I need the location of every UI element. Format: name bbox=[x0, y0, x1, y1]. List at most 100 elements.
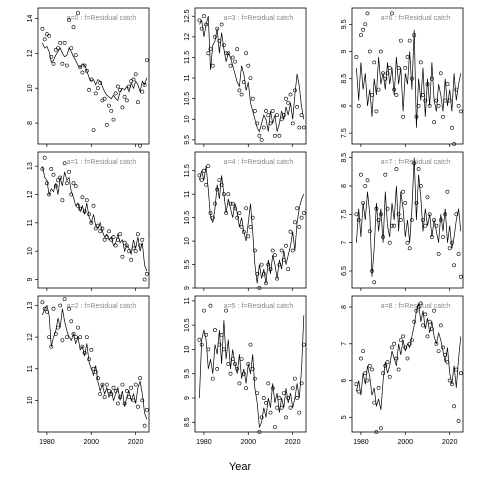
data-point bbox=[233, 206, 237, 211]
data-point bbox=[252, 248, 257, 253]
data-point bbox=[432, 218, 437, 222]
data-point bbox=[201, 308, 206, 313]
data-point bbox=[199, 178, 204, 183]
panel-0: a=0 : f=Residual catch 8 10 12 14 bbox=[27, 7, 150, 148]
data-point bbox=[235, 366, 240, 371]
data-point bbox=[133, 382, 138, 387]
data-point bbox=[226, 362, 231, 366]
data-point bbox=[113, 388, 118, 393]
data-point bbox=[62, 41, 67, 45]
data-point bbox=[356, 389, 361, 394]
data-point bbox=[135, 232, 140, 237]
data-point bbox=[215, 26, 220, 31]
data-point bbox=[432, 308, 437, 313]
y-tick-label: 9 bbox=[27, 277, 34, 281]
data-point bbox=[80, 344, 85, 349]
data-point bbox=[213, 201, 217, 206]
data-point bbox=[279, 405, 284, 410]
data-point bbox=[67, 169, 72, 174]
y-tick-label: 6.5 bbox=[341, 266, 348, 276]
data-point bbox=[82, 209, 87, 214]
data-point bbox=[219, 332, 224, 337]
data-point bbox=[255, 271, 260, 276]
data-point bbox=[250, 215, 255, 220]
panel-3: a=3 : f=Residual catch 9.5 10 10.5 11 11.5 12 1… bbox=[184, 7, 307, 147]
data-point bbox=[215, 187, 220, 192]
data-point bbox=[80, 195, 85, 200]
data-point bbox=[272, 425, 277, 430]
panel-label: a=3 : f=Residual catch bbox=[224, 15, 294, 22]
data-point bbox=[363, 22, 368, 27]
y-tick-label: 11 bbox=[27, 219, 34, 226]
data-point bbox=[215, 366, 220, 371]
data-point bbox=[135, 404, 140, 409]
data-point bbox=[423, 98, 428, 103]
data-point bbox=[392, 223, 397, 228]
data-point bbox=[396, 212, 401, 217]
data-point bbox=[367, 49, 372, 54]
y-tick-label: 9.5 bbox=[184, 369, 191, 379]
data-point bbox=[201, 14, 206, 19]
y-tick-label: 13 bbox=[27, 301, 34, 309]
data-point bbox=[221, 43, 226, 48]
panel-frame bbox=[351, 7, 464, 145]
data-point bbox=[416, 167, 421, 171]
data-point bbox=[416, 305, 421, 309]
data-point bbox=[230, 357, 235, 362]
data-point bbox=[358, 356, 363, 361]
data-point bbox=[354, 212, 359, 217]
data-point bbox=[436, 349, 441, 354]
data-point bbox=[204, 182, 209, 187]
data-point bbox=[398, 338, 403, 343]
data-point bbox=[409, 76, 414, 81]
data-point bbox=[381, 71, 386, 76]
data-point bbox=[40, 26, 45, 31]
data-point bbox=[226, 192, 231, 197]
data-point bbox=[84, 68, 89, 73]
data-point bbox=[230, 55, 235, 60]
data-point bbox=[354, 55, 359, 59]
data-point bbox=[405, 55, 410, 59]
data-point bbox=[261, 396, 266, 400]
data-point bbox=[228, 63, 233, 68]
data-point bbox=[434, 341, 439, 346]
data-point bbox=[279, 117, 284, 122]
data-point bbox=[133, 72, 138, 77]
data-point bbox=[56, 325, 60, 330]
data-point bbox=[452, 404, 457, 409]
data-point bbox=[427, 319, 432, 324]
data-point bbox=[69, 319, 74, 324]
data-point bbox=[197, 18, 202, 23]
data-point bbox=[363, 184, 368, 188]
data-point bbox=[370, 269, 374, 273]
data-point bbox=[107, 103, 111, 108]
data-point bbox=[427, 104, 432, 108]
data-point bbox=[204, 22, 209, 27]
data-point bbox=[47, 34, 52, 38]
data-point bbox=[438, 71, 443, 76]
data-point bbox=[100, 226, 105, 231]
data-point bbox=[140, 237, 145, 242]
data-point bbox=[414, 201, 419, 205]
data-point bbox=[425, 195, 430, 200]
data-point bbox=[120, 254, 125, 259]
panel-2: a=2 : f=Residual catch 10 11 12 13 1980 2000 20… bbox=[27, 295, 150, 446]
data-point bbox=[297, 225, 302, 229]
data-point bbox=[228, 201, 233, 206]
data-point bbox=[443, 98, 448, 103]
data-point bbox=[288, 229, 293, 234]
data-point bbox=[361, 349, 366, 354]
data-point bbox=[445, 189, 450, 194]
data-point bbox=[138, 143, 143, 148]
data-point bbox=[118, 395, 123, 400]
data-point bbox=[248, 225, 253, 229]
panel-label: a=2 : f=Residual catch bbox=[67, 303, 137, 310]
data-point bbox=[374, 430, 379, 434]
data-point bbox=[259, 262, 264, 267]
data-point bbox=[365, 11, 370, 16]
data-point bbox=[129, 257, 134, 262]
data-point bbox=[438, 218, 443, 222]
data-point bbox=[264, 109, 268, 113]
data-point bbox=[445, 360, 450, 365]
data-point bbox=[62, 297, 67, 302]
